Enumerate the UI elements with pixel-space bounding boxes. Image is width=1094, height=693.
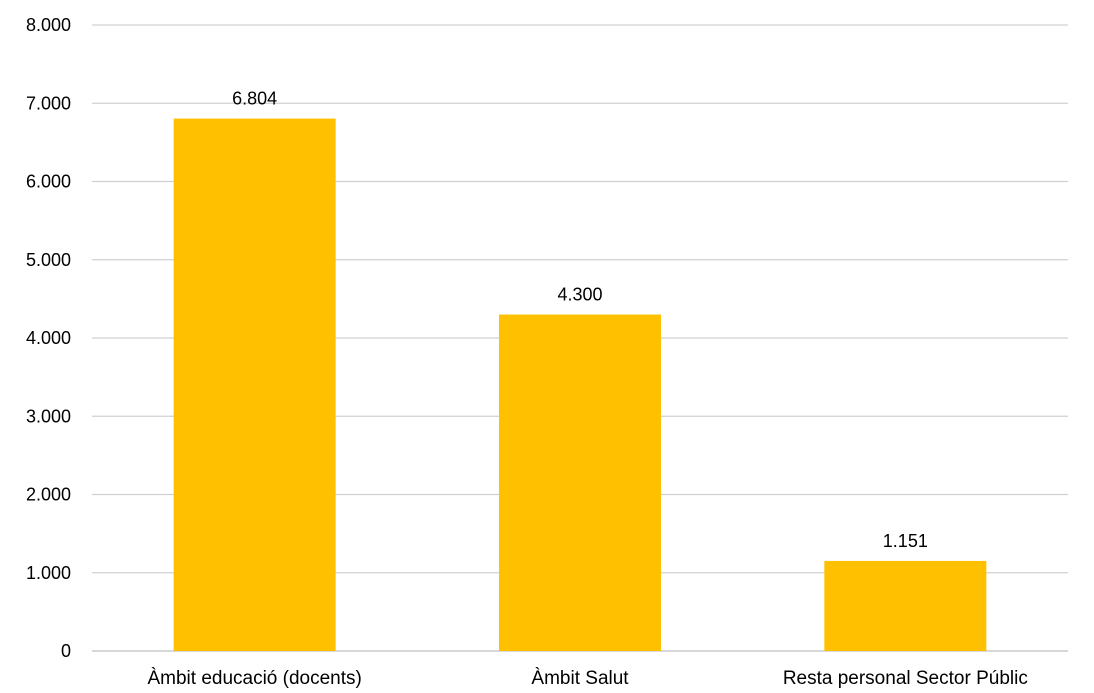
y-tick-label: 6.000	[26, 172, 71, 192]
bars	[173, 118, 987, 652]
y-tick-label: 1.000	[26, 563, 71, 583]
bar	[173, 118, 336, 652]
bar	[824, 560, 987, 651]
bar-value-label: 4.300	[557, 285, 602, 305]
category-label: Resta personal Sector Públic	[783, 668, 1028, 689]
y-tick-label: 2.000	[26, 485, 71, 505]
y-axis-tick-labels: 0 1.000 2.000 3.000 4.000 5.000 6.000 7.000 8.00…	[26, 15, 71, 661]
y-tick-label: 5.000	[26, 250, 71, 270]
y-tick-label: 8.000	[26, 15, 71, 35]
y-tick-label: 4.000	[26, 328, 71, 348]
category-labels: Àmbit educació (docents) Àmbit Salut Resta…	[147, 668, 1027, 689]
bar	[499, 314, 661, 651]
data-labels: 6.804 4.300 1.151	[232, 89, 928, 551]
y-tick-label: 0	[61, 641, 71, 661]
category-label: Àmbit educació (docents)	[147, 668, 361, 689]
y-tick-label: 7.000	[26, 93, 71, 113]
bar-value-label: 6.804	[232, 89, 277, 109]
bar-value-label: 1.151	[883, 531, 928, 551]
category-label: Àmbit Salut	[531, 668, 629, 689]
y-tick-label: 3.000	[26, 406, 71, 426]
